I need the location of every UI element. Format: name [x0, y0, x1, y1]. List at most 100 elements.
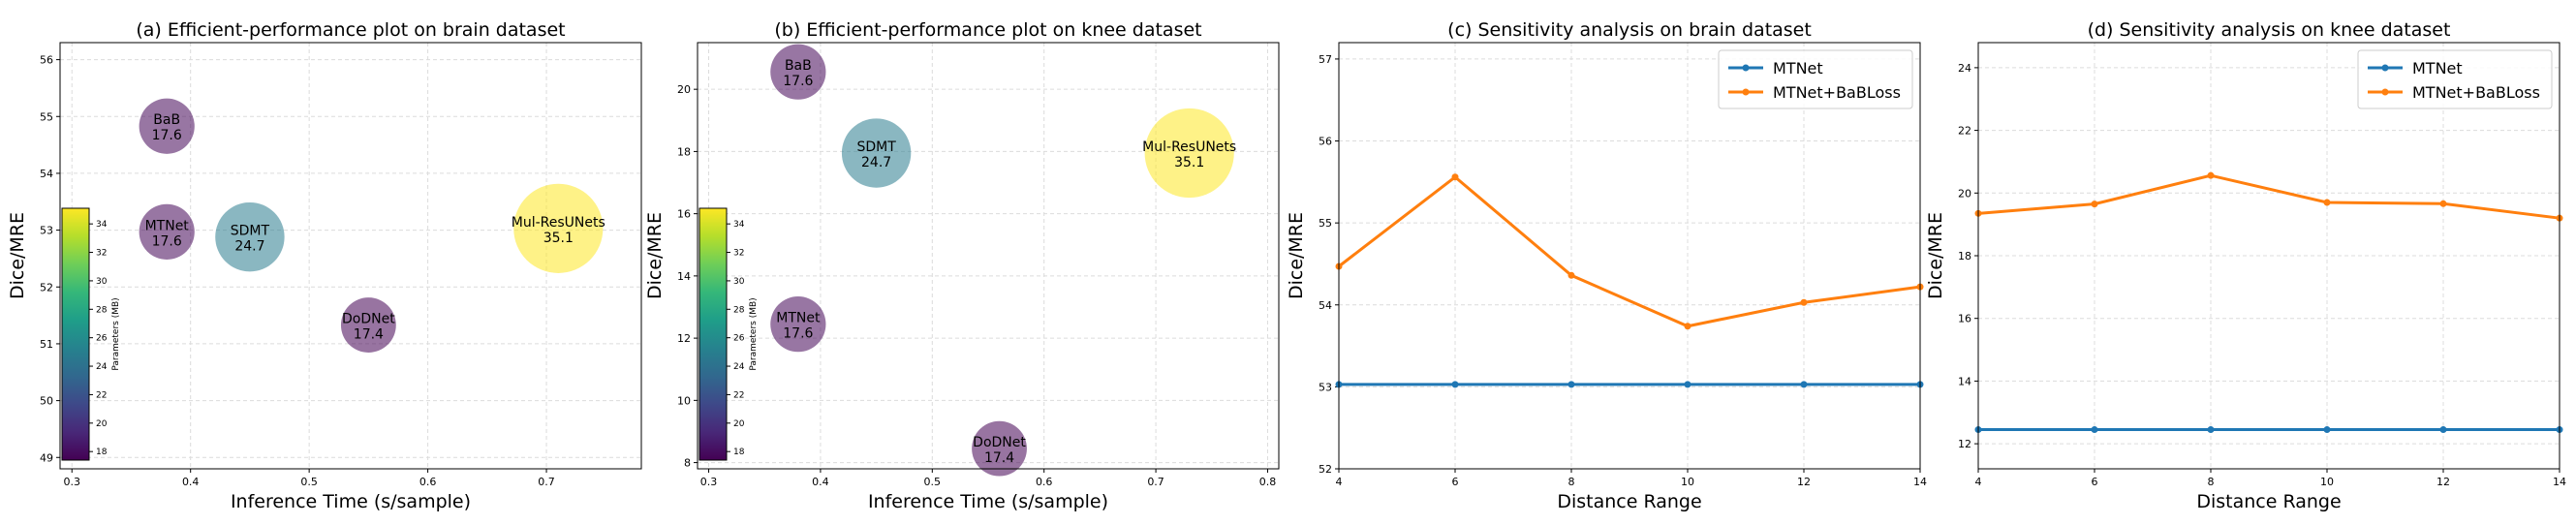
colorbar-tick-label: 24: [733, 362, 745, 372]
scatter-point: [770, 44, 826, 100]
x-tick-label: 10: [2320, 476, 2334, 488]
x-tick-label: 14: [2553, 476, 2566, 488]
x-tick-label: 0.8: [1259, 476, 1277, 488]
colorbar-tick-label: 18: [96, 448, 108, 457]
series-point: [1800, 381, 1808, 388]
y-tick-label: 10: [677, 394, 691, 407]
y-tick-label: 53: [40, 225, 53, 237]
scatter-point: [340, 297, 396, 353]
x-tick-label: 0.4: [182, 476, 200, 488]
chart-title: (b) Efficient-performance plot on knee d…: [774, 19, 1201, 41]
legend-marker: [1742, 88, 1750, 96]
point-label: Mul-ResUNets: [512, 215, 605, 231]
plot-frame: [1338, 42, 1921, 470]
y-tick-label: 22: [1958, 125, 1971, 138]
point-label: MTNet: [776, 311, 821, 326]
colorbar-tick-label: 32: [733, 249, 744, 259]
x-axis-label: Distance Range: [2196, 491, 2341, 512]
y-tick-label: 56: [1319, 136, 1332, 148]
scatter-point: [841, 118, 912, 188]
x-tick-label: 8: [1568, 476, 1575, 488]
x-axis-label: Inference Time (s/sample): [231, 491, 471, 512]
y-axis-label: Dice/MRE: [7, 212, 28, 299]
x-tick-label: 0.7: [538, 476, 555, 488]
legend-label: MTNet: [2412, 59, 2463, 77]
point-label: SDMT: [231, 224, 270, 239]
colorbar-tick-label: 28: [733, 305, 745, 315]
series-point: [2439, 200, 2447, 207]
x-tick-label: 0.5: [924, 476, 942, 488]
point-label: BaB: [153, 112, 180, 128]
point-value-label: 17.4: [354, 327, 384, 343]
y-tick-label: 52: [40, 281, 53, 293]
y-tick-label: 12: [1958, 438, 1971, 450]
legend-label: MTNet+BaBLoss: [2412, 83, 2540, 102]
point-label: SDMT: [856, 139, 896, 155]
series-point: [2207, 426, 2215, 434]
chart-panel-2: 0.3 0.4 0.5 0.6 0.7 0.8 8 10 12 14 16 18 20 Mul-ResUN…: [644, 19, 1280, 512]
chart-panel-1: 0.3 0.4 0.5 0.6 0.7 49 50 51 52 53 54 55 56 Mul-ResUN…: [7, 19, 642, 512]
point-value-label: 24.7: [234, 239, 264, 255]
colorbar: [61, 207, 90, 461]
x-tick-label: 6: [2092, 476, 2098, 488]
colorbar-tick-label: 34: [96, 220, 108, 230]
x-tick-label: 14: [1913, 476, 1927, 488]
legend-label: MTNet: [1773, 59, 1823, 77]
y-tick-label: 16: [677, 208, 691, 221]
y-tick-label: 8: [684, 457, 691, 470]
y-tick-label: 14: [1958, 375, 1971, 387]
scatter-point: [513, 183, 604, 273]
y-axis-label: Dice/MRE: [644, 212, 666, 299]
legend: [2357, 49, 2553, 109]
y-tick-label: 18: [677, 145, 691, 158]
point-value-label: 17.4: [984, 450, 1014, 466]
chart-title: (c) Sensitivity analysis on brain datase…: [1447, 19, 1812, 41]
colorbar-tick-label: 32: [96, 249, 107, 259]
colorbar-tick-label: 30: [96, 277, 108, 287]
colorbar-tick-label: 22: [733, 390, 744, 400]
legend-label: MTNet+BaBLoss: [1773, 83, 1901, 102]
series-point: [1684, 381, 1691, 388]
colorbar-tick-label: 26: [733, 334, 745, 344]
chart-panel-4: 4 6 8 10 12 14 12 14 16 18 20 22 24 MTNet MTNet+BaBLos…: [1925, 19, 2566, 512]
x-axis-label: Inference Time (s/sample): [868, 491, 1108, 512]
y-tick-label: 56: [40, 54, 53, 67]
series-point: [2323, 426, 2331, 434]
y-tick-label: 20: [1958, 187, 1971, 200]
colorbar-tick-label: 18: [733, 448, 745, 457]
x-tick-label: 10: [1681, 476, 1694, 488]
legend: [1718, 49, 1913, 109]
colorbar-tick-label: 20: [96, 419, 108, 429]
x-tick-label: 12: [1797, 476, 1811, 488]
scatter-point: [770, 296, 826, 353]
point-value-label: 35.1: [543, 231, 574, 246]
colorbar-tick-label: 20: [733, 419, 745, 429]
series-point: [1567, 271, 1575, 279]
colorbar-tick-label: 34: [733, 220, 745, 230]
colorbar-tick-label: 26: [96, 334, 108, 344]
x-tick-label: 0.3: [700, 476, 718, 488]
colorbar-label: Parameters (MB): [111, 297, 121, 370]
plot-frame: [59, 42, 642, 470]
point-value-label: 35.1: [1174, 155, 1204, 170]
point-value-label: 24.7: [861, 155, 891, 170]
point-label: MTNet: [145, 218, 190, 233]
plot-frame: [1977, 42, 2560, 470]
y-axis-label: Dice/MRE: [1286, 212, 1307, 299]
legend-marker: [1742, 64, 1750, 72]
x-tick-label: 0.6: [1036, 476, 1053, 488]
x-tick-label: 0.3: [63, 476, 80, 488]
legend-marker: [2381, 88, 2389, 96]
y-tick-label: 18: [1958, 250, 1971, 262]
point-value-label: 17.6: [152, 233, 182, 249]
scatter-point: [1144, 108, 1234, 199]
point-label: DoDNet: [973, 435, 1026, 450]
legend-marker: [2381, 64, 2389, 72]
x-tick-label: 0.7: [1147, 476, 1164, 488]
series-line-2: [1338, 174, 1921, 328]
y-tick-label: 54: [40, 168, 53, 180]
chart-title: (a) Efficient-performance plot on brain …: [136, 19, 565, 41]
series-point: [1684, 323, 1691, 330]
series-point: [2323, 199, 2331, 206]
